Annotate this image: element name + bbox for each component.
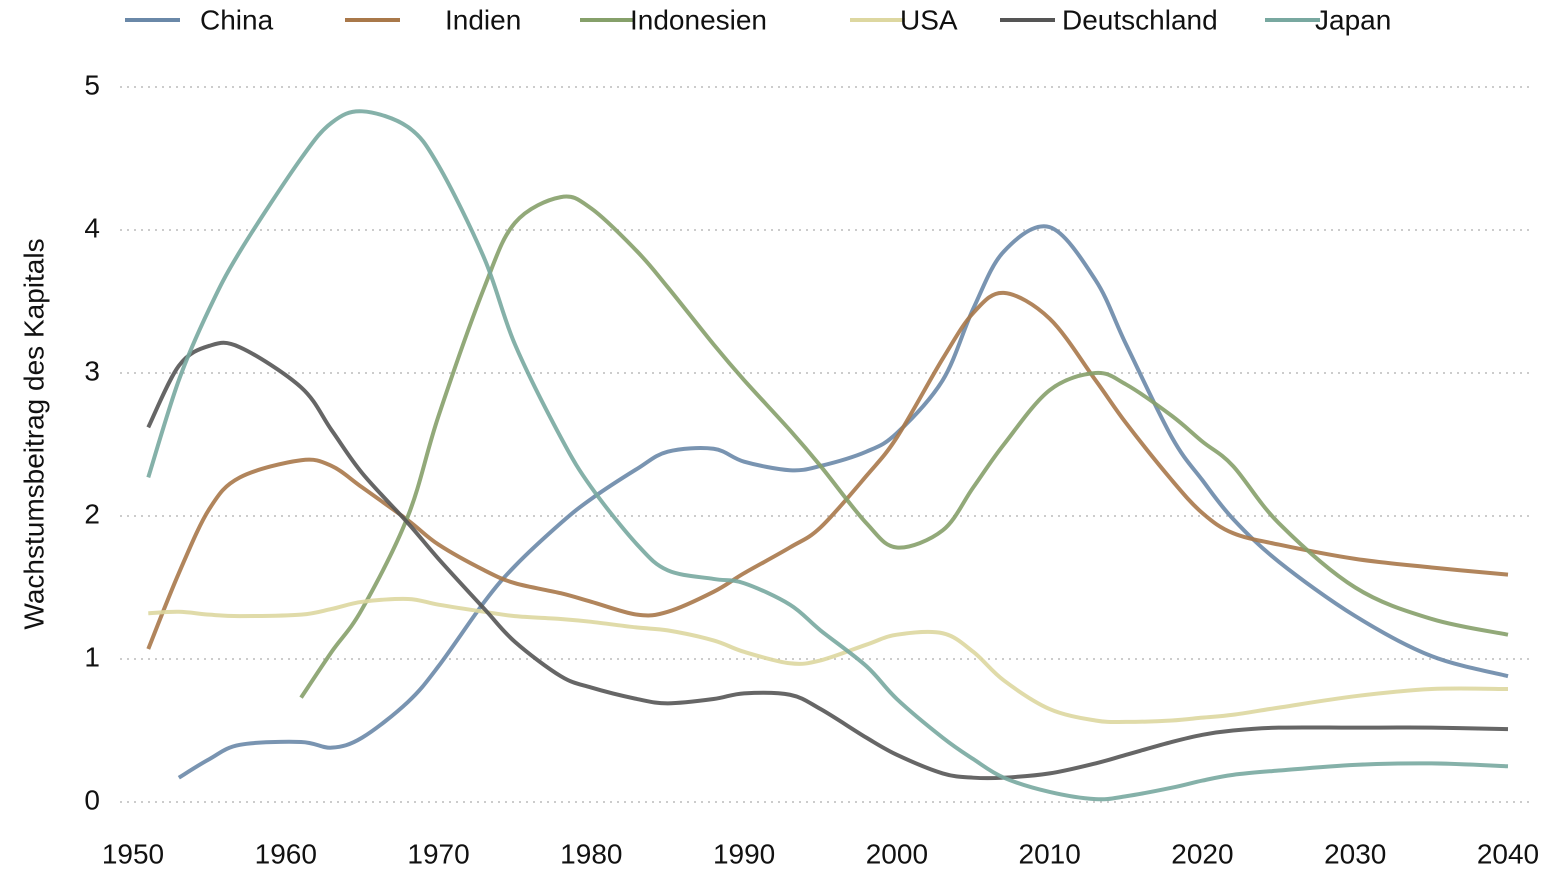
y-tick-label: 4 [84, 212, 100, 243]
x-tick-label: 2030 [1324, 838, 1386, 869]
x-tick-label: 2010 [1019, 838, 1081, 869]
legend-label: Indonesien [630, 4, 767, 35]
x-tick-label: 1990 [713, 838, 775, 869]
x-tick-label: 1960 [255, 838, 317, 869]
line [148, 596, 1509, 725]
line [299, 194, 1509, 699]
y-tick-label: 1 [84, 641, 100, 672]
line [146, 340, 1509, 781]
line [177, 224, 1509, 780]
legend-label: Indien [445, 4, 521, 35]
y-tick-label: 2 [84, 498, 100, 529]
x-tick-label: 2000 [866, 838, 928, 869]
legend-label: Deutschland [1062, 4, 1218, 35]
legend-label: China [200, 4, 274, 35]
x-tick-label: 1970 [407, 838, 469, 869]
y-tick-label: 5 [84, 69, 100, 100]
y-axis-label: Wachstumsbeitrag des Kapitals [18, 238, 49, 629]
line [146, 109, 1509, 802]
y-tick-label: 0 [84, 784, 100, 815]
x-tick-label: 1980 [560, 838, 622, 869]
line [146, 290, 1509, 650]
x-tick-label: 2040 [1477, 838, 1539, 869]
legend-label: USA [900, 4, 958, 35]
legend-label: Japan [1315, 4, 1391, 35]
x-tick-label: 2020 [1171, 838, 1233, 869]
x-tick-label: 1950 [102, 838, 164, 869]
y-tick-label: 3 [84, 355, 100, 386]
